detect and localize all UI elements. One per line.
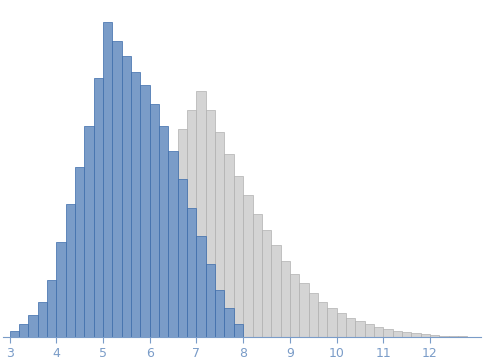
Bar (234, 324, 243, 337)
Bar (150, 217, 159, 337)
Bar (243, 195, 253, 337)
Bar (355, 321, 364, 337)
Bar (206, 110, 215, 337)
Bar (178, 179, 187, 337)
Bar (94, 78, 103, 337)
Bar (168, 151, 178, 337)
Bar (308, 293, 318, 337)
Bar (38, 302, 47, 337)
Bar (47, 280, 57, 337)
Bar (253, 214, 262, 337)
Bar (197, 236, 206, 337)
Bar (131, 72, 140, 337)
Bar (159, 126, 168, 337)
Bar (150, 103, 159, 337)
Bar (430, 335, 439, 337)
Bar (225, 309, 234, 337)
Bar (364, 324, 374, 337)
Bar (383, 329, 393, 337)
Bar (85, 126, 94, 337)
Bar (374, 327, 383, 337)
Bar (103, 22, 112, 337)
Bar (393, 330, 402, 337)
Bar (178, 129, 187, 337)
Bar (299, 283, 308, 337)
Bar (140, 249, 150, 337)
Bar (168, 154, 178, 337)
Bar (122, 56, 131, 337)
Bar (234, 176, 243, 337)
Bar (187, 208, 197, 337)
Bar (421, 334, 430, 337)
Bar (336, 313, 346, 337)
Bar (271, 245, 281, 337)
Bar (57, 242, 66, 337)
Bar (66, 204, 75, 337)
Bar (449, 336, 458, 337)
Bar (290, 274, 299, 337)
Bar (140, 85, 150, 337)
Bar (215, 290, 225, 337)
Bar (262, 230, 271, 337)
Bar (215, 132, 225, 337)
Bar (159, 185, 168, 337)
Bar (19, 324, 29, 337)
Bar (281, 261, 290, 337)
Bar (439, 335, 449, 337)
Bar (327, 309, 336, 337)
Bar (411, 333, 421, 337)
Bar (206, 264, 215, 337)
Bar (29, 315, 38, 337)
Bar (346, 318, 355, 337)
Bar (318, 302, 327, 337)
Bar (197, 91, 206, 337)
Bar (402, 332, 411, 337)
Bar (225, 154, 234, 337)
Bar (10, 330, 19, 337)
Bar (187, 110, 197, 337)
Bar (112, 41, 122, 337)
Bar (75, 167, 85, 337)
